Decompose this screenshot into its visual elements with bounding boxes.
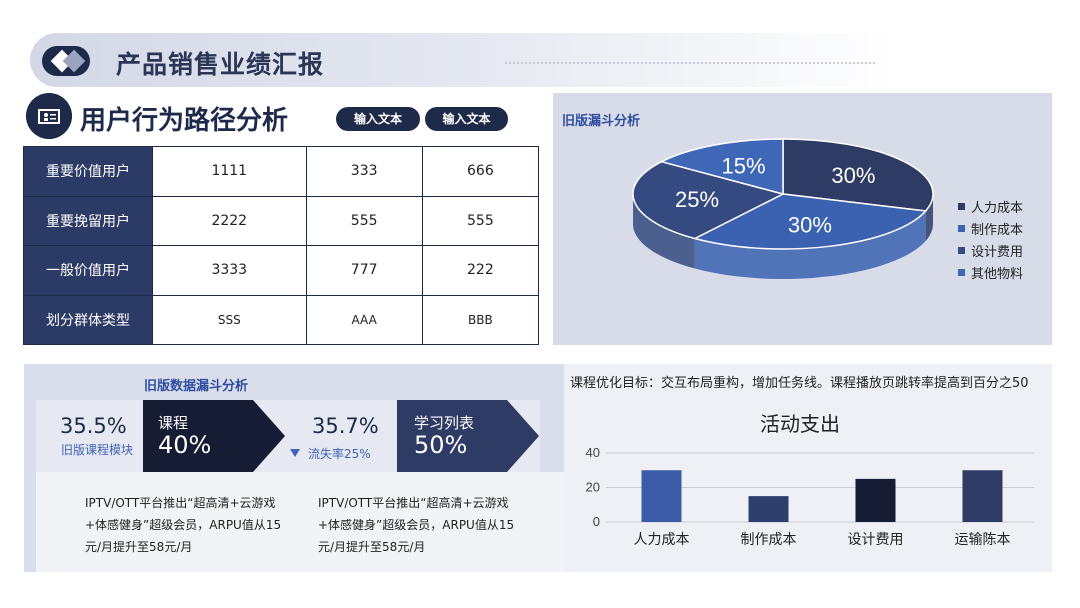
- stat1-value: 35.5%: [60, 414, 127, 438]
- table-cell: SSS: [152, 294, 307, 345]
- legend-label: 其他物料: [971, 266, 1024, 282]
- bar-chart-title: 活动支出: [760, 412, 840, 436]
- arrow2-label: 学习列表: [414, 414, 475, 432]
- table-cell: 2222: [152, 195, 307, 246]
- pie-slice-label: 30%: [831, 163, 875, 188]
- diamond-logo-icon: [42, 46, 90, 76]
- table-cell: 222: [421, 245, 540, 296]
- legend-label: 人力成本: [971, 200, 1024, 216]
- table-cell: 1111: [152, 146, 307, 197]
- pie-legend: 人力成本 制作成本 设计费用 其他物料: [958, 195, 1023, 283]
- table-row: 一般价值用户 3333 777 222: [23, 245, 540, 296]
- table-cell: 3333: [152, 245, 307, 296]
- legend-swatch: [958, 246, 965, 254]
- description-text-1: IPTV/OTT平台推出“超高清+云游戏+体感健身”超级会员，ARPU值从15元…: [85, 496, 282, 554]
- table-cell: 333: [305, 146, 423, 197]
- pie-panel-title: 旧版漏斗分析: [562, 114, 641, 129]
- legend-swatch: [958, 224, 965, 232]
- arrow1-value: 40%: [158, 431, 212, 459]
- pie-side-wall: [694, 210, 926, 279]
- bar: [855, 478, 896, 522]
- pie-slice: [632, 160, 786, 240]
- description-text-2: IPTV/OTT平台推出“超高清+云游戏+体感健身”超级会员，ARPU值从15元…: [318, 496, 515, 554]
- legend-label: 制作成本: [971, 222, 1024, 238]
- row-header: 划分群体类型: [23, 294, 153, 345]
- y-tick-label: 20: [586, 480, 600, 495]
- pie-side-wall: [633, 194, 695, 269]
- table-row: 重要挽留用户 2222 555 555: [23, 195, 540, 246]
- bar: [748, 496, 789, 522]
- arrow2-value: 50%: [414, 431, 468, 459]
- course-arrow: [143, 400, 285, 472]
- page-title: 产品销售业绩汇报: [116, 50, 325, 79]
- input-text-button-1[interactable]: 输入文本: [336, 107, 420, 131]
- pie-side-wall: [925, 194, 933, 241]
- stat2-value: 35.7%: [312, 414, 379, 438]
- table-cell: 777: [305, 245, 423, 296]
- stat2-label: 流失率25%: [308, 447, 371, 461]
- bar-chart: 0 20 40 人力成本 制作成本 设计费用 运输陈本: [586, 445, 1034, 547]
- user-metrics-table: 重要价值用户 1111 333 666 重要挽留用户 2222 555 555 …: [23, 146, 540, 345]
- user-screen-icon: [26, 93, 72, 139]
- legend-item: 人力成本: [958, 195, 1023, 217]
- stat1-label: 旧版课程模块: [61, 443, 134, 457]
- section-title: 用户行为路径分析: [80, 106, 289, 136]
- legend-swatch: [958, 268, 965, 276]
- expense-panel: [564, 364, 1052, 572]
- y-tick-label: 0: [593, 514, 600, 529]
- pie-chart: 30% 30% 25%15%: [632, 138, 934, 279]
- x-tick-label: 人力成本: [634, 531, 690, 547]
- bar: [641, 470, 682, 522]
- pie-slice-label: 30%: [788, 212, 832, 237]
- legend-swatch: [958, 202, 965, 210]
- table-row: 重要价值用户 1111 333 666: [23, 146, 540, 197]
- arrow1-label: 课程: [158, 414, 189, 432]
- x-tick-label: 设计费用: [848, 531, 904, 547]
- table-row: 划分群体类型 SSS AAA BBB: [23, 294, 540, 345]
- table-cell: BBB: [421, 294, 540, 345]
- description-box: [36, 472, 564, 572]
- row-header: 一般价值用户: [23, 245, 153, 296]
- legend-label: 设计费用: [971, 244, 1024, 260]
- table-cell: AAA: [305, 294, 423, 345]
- goal-text: 课程优化目标：交互布局重构，增加任务线。课程播放页跳转率提高到百分之50: [570, 376, 1029, 391]
- table-cell: 666: [421, 146, 540, 197]
- table-cell: 555: [305, 195, 423, 246]
- x-tick-label: 制作成本: [741, 531, 797, 547]
- input-text-button-2[interactable]: 输入文本: [425, 107, 508, 131]
- row-header: 重要价值用户: [23, 146, 153, 197]
- x-tick-label: 运输陈本: [955, 531, 1011, 547]
- pie-slice: [659, 138, 784, 195]
- header-banner: [30, 33, 1052, 87]
- pie-slice-label: 25%: [675, 187, 719, 212]
- bar: [962, 470, 1003, 522]
- legend-item: 其他物料: [958, 261, 1023, 283]
- funnel-title: 旧版数据漏斗分析: [144, 379, 249, 394]
- down-triangle-icon: [290, 449, 300, 457]
- pie-slice: [692, 193, 928, 250]
- legend-item: 设计费用: [958, 239, 1023, 261]
- row-header: 重要挽留用户: [23, 195, 153, 246]
- table-cell: 555: [421, 195, 540, 246]
- y-tick-label: 40: [586, 445, 600, 460]
- study-list-arrow: [397, 400, 539, 472]
- banner-divider: [505, 62, 875, 64]
- pie-slice-label: 15%: [721, 154, 765, 179]
- legend-item: 制作成本: [958, 217, 1023, 239]
- pie-slice: [782, 138, 934, 212]
